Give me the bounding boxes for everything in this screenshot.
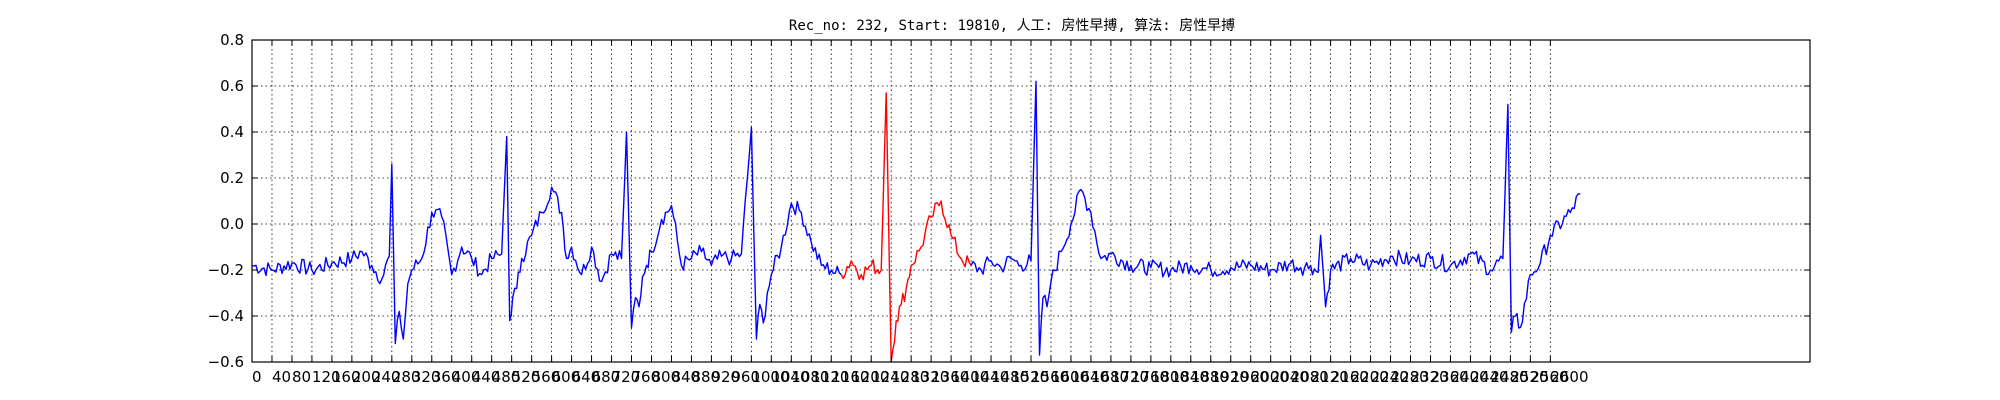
x-tick-label: 1360 — [931, 368, 969, 386]
x-tick-label: 720 — [612, 368, 641, 386]
x-tick-label: 360 — [432, 368, 461, 386]
grid — [251, 39, 1810, 363]
x-tick-label: 1000 — [751, 368, 789, 386]
plot-frame — [251, 39, 1811, 363]
y-tick-label: −0.6 — [208, 353, 244, 371]
x-tick-label: 400 — [452, 368, 481, 386]
x-tick-label: 600 — [552, 368, 581, 386]
ecg-series-line — [251, 126, 842, 345]
y-axis: −0.6 −0.4 −0.2 0.0 0.2 0.4 0.6 0.8 — [208, 31, 1810, 371]
y-tick-label: 0.2 — [220, 169, 244, 187]
x-tick-label: 1200 — [851, 368, 889, 386]
ecg-series-line — [970, 80, 1581, 356]
x-tick-label: 2040 — [1271, 368, 1309, 386]
x-tick-label: 1680 — [1091, 368, 1129, 386]
x-tick-label: 1520 — [1011, 368, 1049, 386]
x-tick-label: 120 — [312, 368, 341, 386]
x-tick-label: 2560 — [1530, 368, 1568, 386]
x-tick-label: 1840 — [1171, 368, 1209, 386]
x-axis: 0 40 80 12016020024028032036040044048052056… — [251, 40, 1589, 386]
x-tick-label: 160 — [332, 368, 361, 386]
y-tick-label: 0.4 — [220, 123, 244, 141]
x-tick-label: 1040 — [771, 368, 809, 386]
x-tick-label: 760 — [632, 368, 661, 386]
y-tick-label: 0.8 — [220, 31, 244, 49]
x-tick-label: 520 — [512, 368, 541, 386]
x-tick-label: 2440 — [1470, 368, 1508, 386]
x-tick-label: 1160 — [831, 368, 869, 386]
x-tick-label: 680 — [592, 368, 621, 386]
x-tick-label: 2160 — [1331, 368, 1369, 386]
x-tick-label: 2120 — [1311, 368, 1349, 386]
y-tick-label: −0.2 — [208, 261, 244, 279]
x-tick-label: 80 — [292, 368, 311, 386]
x-tick-label: 2240 — [1371, 368, 1409, 386]
x-tick-label: 2320 — [1411, 368, 1449, 386]
x-tick-label: 1400 — [951, 368, 989, 386]
x-tick-label: 440 — [472, 368, 501, 386]
y-tick-label: −0.4 — [208, 307, 244, 325]
x-tick-label: 2000 — [1251, 368, 1289, 386]
x-tick-label: 1920 — [1211, 368, 1249, 386]
x-tick-label: 1240 — [871, 368, 909, 386]
x-tick-label: 1800 — [1151, 368, 1189, 386]
x-tick-label: 2080 — [1291, 368, 1329, 386]
x-tick-label: 2360 — [1430, 368, 1468, 386]
x-tick-label: 200 — [352, 368, 381, 386]
x-tick-label: 280 — [392, 368, 421, 386]
x-tick-label: 40 — [272, 368, 291, 386]
x-tick-label: 1760 — [1131, 368, 1169, 386]
x-tick-label: 920 — [711, 368, 740, 386]
x-tick-label: 1480 — [991, 368, 1029, 386]
x-tick-label: 560 — [532, 368, 561, 386]
x-tick-label: 1080 — [791, 368, 829, 386]
x-tick-label: 480 — [492, 368, 521, 386]
x-tick-label: 1600 — [1051, 368, 1089, 386]
x-tick-label: 640 — [572, 368, 601, 386]
x-tick-label: 2600 — [1550, 368, 1588, 386]
x-tick-label: 2200 — [1351, 368, 1389, 386]
x-tick-label: 1560 — [1031, 368, 1069, 386]
x-tick-label: 880 — [691, 368, 720, 386]
x-tick-label: 960 — [731, 368, 760, 386]
y-tick-label: 0.0 — [220, 215, 244, 233]
x-tick-label: 1280 — [891, 368, 929, 386]
x-tick-label: 800 — [651, 368, 680, 386]
x-tick-label: 1440 — [971, 368, 1009, 386]
x-tick-label: 1120 — [811, 368, 849, 386]
x-tick-label: 1720 — [1111, 368, 1149, 386]
series-group — [251, 80, 1581, 363]
x-tick-label: 240 — [372, 368, 401, 386]
x-tick-label: 1640 — [1071, 368, 1109, 386]
x-tick-label: 1960 — [1231, 368, 1269, 386]
x-tick-label: 1880 — [1191, 368, 1229, 386]
x-tick-label: 2400 — [1450, 368, 1488, 386]
x-tick-label: 1320 — [911, 368, 949, 386]
ecg-series-line — [840, 92, 972, 363]
chart-title: Rec_no: 232, Start: 19810, 人工: 房性早搏, 算法:… — [789, 17, 1235, 34]
x-tick-label: 840 — [671, 368, 700, 386]
x-tick-label: 2480 — [1490, 368, 1528, 386]
x-tick-label: 2520 — [1510, 368, 1548, 386]
x-tick-label: 0 — [252, 368, 262, 386]
x-tick-label: 2280 — [1391, 368, 1429, 386]
y-tick-label: 0.6 — [220, 77, 244, 95]
x-tick-label: 320 — [412, 368, 441, 386]
